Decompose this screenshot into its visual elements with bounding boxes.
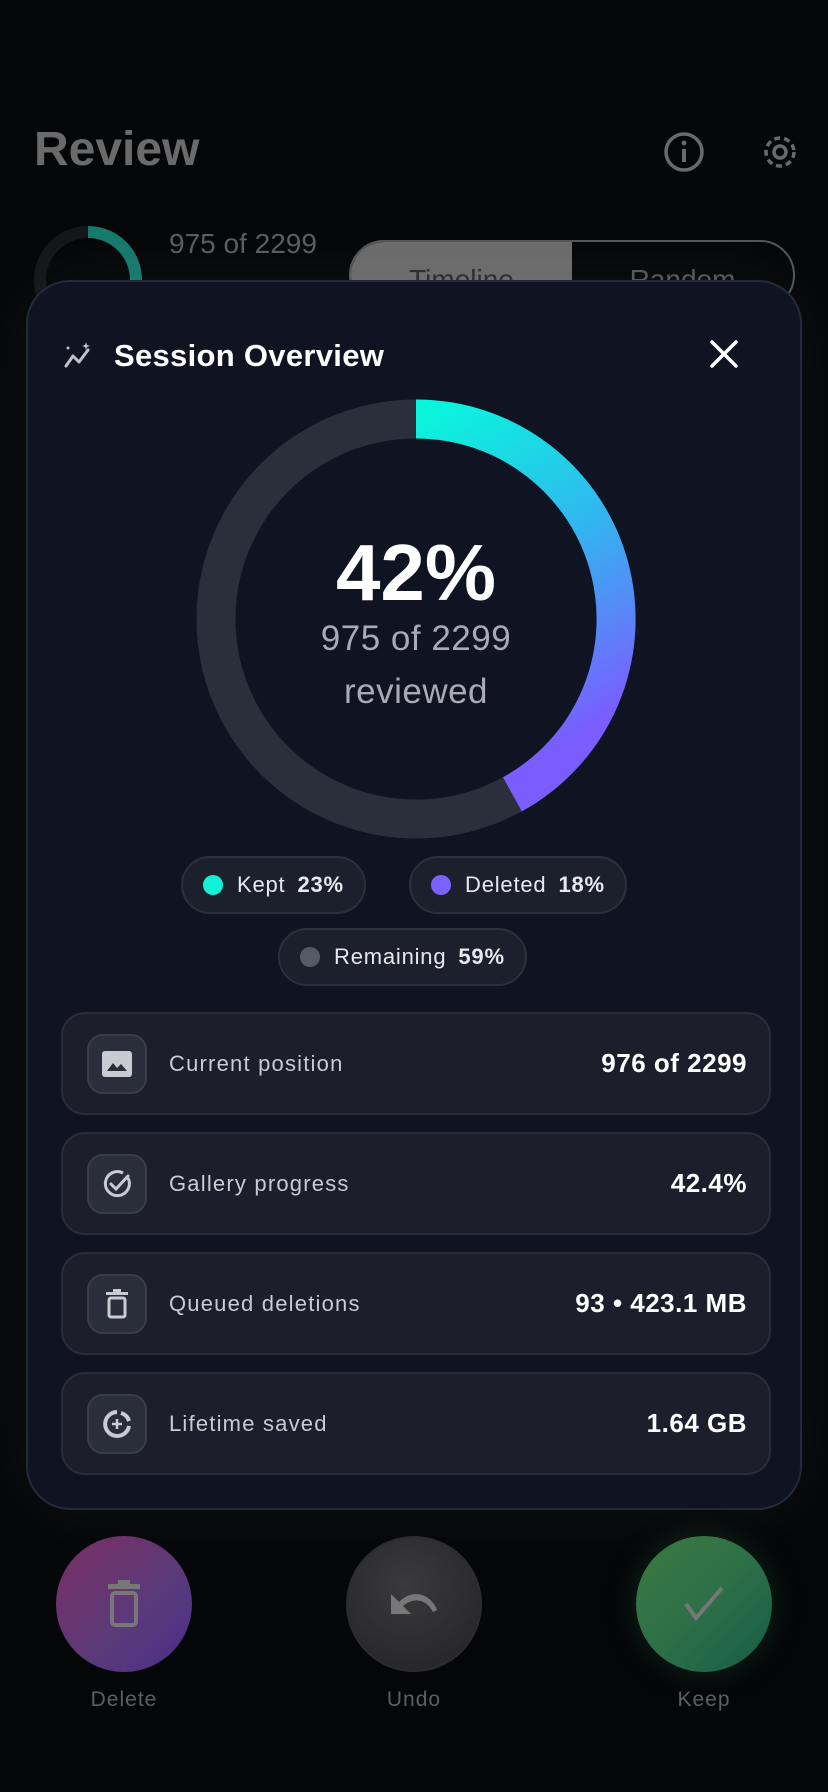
undo-button[interactable] [346, 1536, 482, 1672]
deleted-dot [431, 875, 451, 895]
legend-kept: Kept 23% [181, 856, 366, 914]
legend-remaining: Remaining 59% [278, 928, 527, 986]
legend-value: 23% [297, 872, 344, 897]
image-icon [102, 1050, 132, 1077]
legend-label: Deleted [465, 872, 547, 897]
stat-value: 42.4% [670, 1168, 747, 1198]
reviewed-label: reviewed [343, 672, 489, 711]
check-circle-icon [103, 1169, 131, 1197]
trash-icon [106, 1288, 128, 1318]
stat-lifetime-saved: Lifetime saved 1.64 GB [61, 1372, 771, 1475]
stat-value: 93 • 423.1 MB [575, 1288, 747, 1318]
mini-progress-text: 975 of 2299 [169, 228, 317, 259]
info-icon[interactable] [662, 130, 706, 174]
progress-percent: 42% [335, 528, 497, 617]
remaining-dot [300, 947, 320, 967]
modal-title: Session Overview [114, 338, 385, 373]
donut-progress-arc [415, 399, 636, 812]
session-overview-modal: Session Overview 42% 975 of 2299 reviewe… [26, 280, 802, 1510]
stat-label: Lifetime saved [169, 1410, 328, 1436]
gear-icon[interactable] [758, 130, 802, 174]
legend-value: 59% [458, 944, 505, 969]
reviewed-count: 975 of 2299 [320, 619, 512, 658]
stat-value: 1.64 GB [646, 1408, 747, 1438]
progress-donut [196, 399, 636, 839]
legend-label: Kept [237, 872, 286, 897]
keep-button[interactable] [636, 1536, 772, 1672]
storage-saved-icon [103, 1409, 131, 1438]
sparkle-chart-icon [64, 342, 90, 368]
close-icon[interactable] [704, 334, 744, 374]
stat-label: Current position [169, 1050, 344, 1076]
delete-button[interactable] [56, 1536, 192, 1672]
page-title: Review [34, 123, 200, 176]
stat-gallery-progress: Gallery progress 42.4% [61, 1132, 771, 1235]
kept-dot [203, 875, 223, 895]
stat-value: 976 of 2299 [601, 1048, 747, 1078]
legend-deleted: Deleted 18% [409, 856, 627, 914]
legend-label: Remaining [334, 944, 447, 969]
stat-label: Queued deletions [169, 1290, 361, 1316]
trash-icon [108, 1580, 140, 1627]
checkmark-icon [684, 1586, 724, 1622]
stat-current-position: Current position 976 of 2299 [61, 1012, 771, 1115]
stat-label: Gallery progress [169, 1170, 350, 1196]
delete-label: Delete [90, 1688, 158, 1711]
undo-label: Undo [386, 1688, 442, 1711]
legend-value: 18% [558, 872, 605, 897]
keep-label: Keep [677, 1688, 731, 1711]
undo-icon [391, 1594, 437, 1614]
stat-queued-deletions: Queued deletions 93 • 423.1 MB [61, 1252, 771, 1355]
